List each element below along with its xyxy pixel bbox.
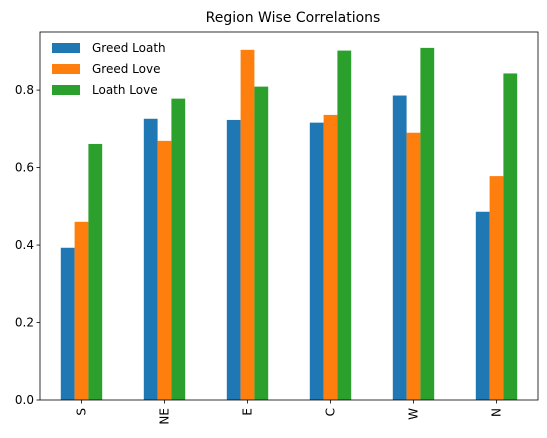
legend-swatch-greed-loath: [52, 43, 80, 53]
x-tick-label: NE: [158, 408, 172, 425]
bar-greed-loath-ne: [143, 118, 158, 401]
bar-greed-loath-n: [475, 211, 490, 400]
bar-loath-love-w: [420, 47, 435, 400]
legend: Greed Loath Greed Love Loath Love: [52, 41, 166, 97]
y-tick-label: 0.6: [15, 161, 34, 175]
legend-label: Greed Love: [92, 62, 160, 76]
y-tick-label: 0.4: [15, 238, 34, 252]
legend-label: Loath Love: [92, 83, 158, 97]
bar-loath-love-c: [337, 50, 352, 401]
bar-greed-loath-s: [60, 247, 75, 400]
legend-label: Greed Loath: [92, 41, 166, 55]
bar-loath-love-ne: [171, 98, 186, 400]
y-tick-label: 0.0: [15, 393, 34, 407]
bar-loath-love-e: [254, 86, 269, 401]
bar-greed-loath-e: [226, 119, 241, 401]
bar-greed-loath-c: [309, 122, 324, 400]
y-tick-label: 0.8: [15, 83, 34, 97]
bar-greed-love-c: [323, 114, 338, 401]
bar-greed-love-ne: [157, 140, 172, 400]
legend-swatch-greed-love: [52, 64, 80, 74]
bar-greed-love-w: [406, 132, 421, 400]
x-tick-label: S: [75, 408, 89, 416]
axes-frame: [39, 31, 539, 401]
bar-greed-love-s: [74, 221, 89, 400]
bar-greed-love-e: [240, 49, 255, 400]
y-tick-label: 0.2: [15, 316, 34, 330]
x-tick-label: C: [324, 408, 338, 416]
legend-swatch-loath-love: [52, 85, 80, 95]
bar-greed-loath-w: [392, 95, 407, 400]
x-tick-label: N: [490, 408, 504, 417]
plot-area: [60, 47, 518, 401]
axes: 0.0 0.2 0.4 0.6 0.8 S NE E C W N: [15, 31, 539, 425]
bar-loath-love-s: [88, 143, 103, 400]
x-tick-label: W: [407, 408, 421, 420]
chart-title: Region Wise Correlations: [206, 10, 381, 26]
bar-loath-love-n: [503, 73, 518, 400]
x-tick-label: E: [241, 408, 255, 416]
bar-greed-love-n: [489, 176, 504, 400]
